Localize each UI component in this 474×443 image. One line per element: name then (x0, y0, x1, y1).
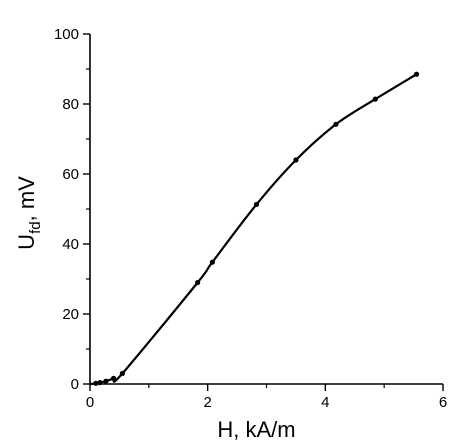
data-point (97, 380, 103, 386)
data-points (93, 71, 420, 386)
y-axis-title: Ufd, mV (14, 176, 44, 250)
y-tick-label: 0 (71, 376, 79, 393)
x-tick-label: 0 (86, 394, 94, 411)
y-tick-label: 20 (62, 306, 79, 323)
x-tick-label: 2 (203, 394, 211, 411)
data-point (103, 378, 109, 384)
data-point (195, 279, 201, 286)
data-point (110, 375, 117, 381)
data-point (333, 121, 339, 127)
data-point (293, 157, 299, 163)
x-tick-label: 4 (321, 394, 329, 411)
axes (89, 34, 443, 385)
x-tick-label: 6 (439, 394, 447, 411)
y-tick-label: 40 (62, 236, 79, 253)
data-point (413, 71, 420, 77)
data-point (253, 201, 260, 208)
series-line (90, 73, 418, 386)
x-axis-title: H, kA/m (217, 417, 295, 442)
y-tick-label: 100 (54, 26, 79, 43)
y-axis-title-main: U (14, 234, 39, 250)
data-point (372, 96, 378, 102)
y-tick-label: 60 (62, 166, 79, 183)
tick-labels: 0 20 40 60 80 100 0 2 4 6 (54, 26, 447, 411)
y-axis-title-unit: , mV (14, 176, 39, 222)
y-axis-title-subscript: fd (27, 221, 44, 234)
ticks (83, 33, 444, 391)
data-point (209, 259, 215, 265)
data-point (119, 370, 125, 377)
data-point (93, 380, 99, 386)
y-tick-label: 80 (62, 96, 79, 113)
